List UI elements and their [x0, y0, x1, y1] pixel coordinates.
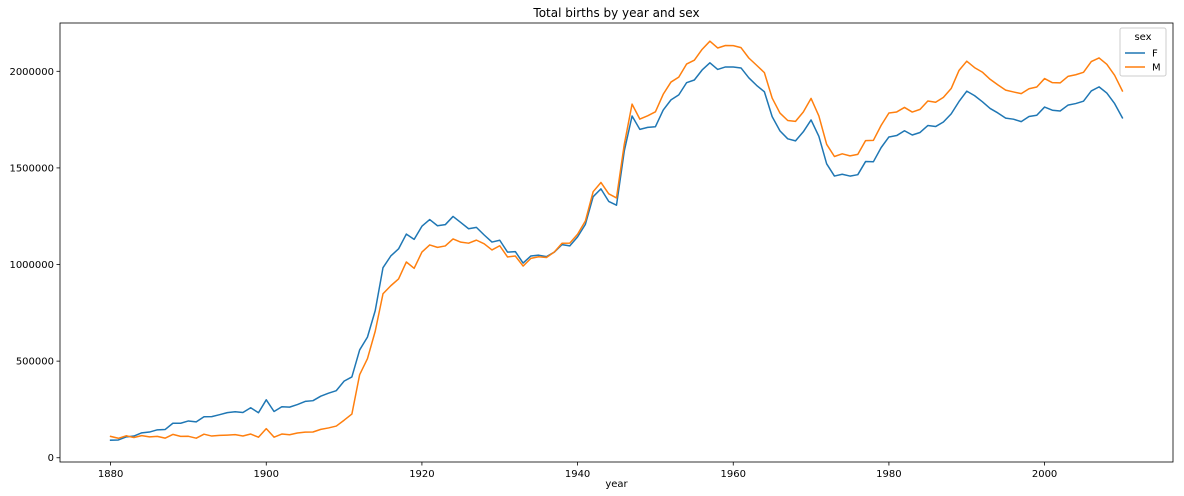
x-tick-label: 1980: [876, 469, 901, 480]
plot-frame: [59, 22, 1174, 463]
legend-title: sex: [1134, 32, 1151, 43]
legend-entries: FM: [1125, 49, 1161, 74]
y-tick-label: 1000000: [9, 260, 54, 271]
legend-label-F: F: [1152, 49, 1158, 60]
y-tick-label: 0: [48, 453, 54, 464]
y-tick-label: 500000: [16, 357, 54, 368]
x-tick-label: 1920: [409, 469, 434, 480]
x-tick-label: 1960: [721, 469, 746, 480]
y-tick-label: 1500000: [9, 163, 54, 174]
chart-title: Total births by year and sex: [532, 6, 699, 20]
series-line-F: [109, 62, 1124, 441]
legend-label-M: M: [1152, 63, 1161, 74]
x-tick-label: 1900: [254, 469, 279, 480]
x-tick-label: 2000: [1032, 469, 1057, 480]
series-line-M: [109, 40, 1124, 440]
axes: 1880 1900 1920 1940 1960 1980 2000 0 500000 10000…: [9, 22, 1174, 480]
legend-frame: [1119, 27, 1167, 77]
y-tick-label: 2000000: [9, 67, 54, 78]
x-axis-label: year: [605, 479, 628, 490]
x-tick-label: 1880: [98, 469, 123, 480]
legend: sex FM: [1119, 27, 1167, 77]
x-tick-label: 1940: [565, 469, 590, 480]
series-lines: [109, 40, 1124, 441]
